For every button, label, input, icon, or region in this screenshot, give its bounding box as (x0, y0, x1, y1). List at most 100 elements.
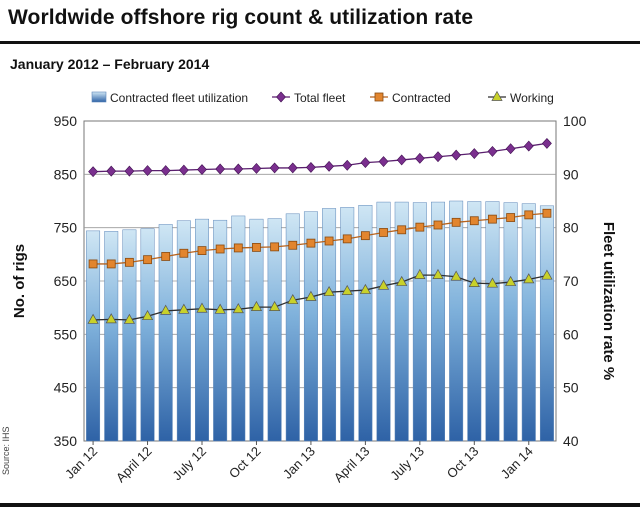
triangle-marker (523, 273, 535, 284)
triangle-marker (287, 293, 299, 305)
y-left-tick-label: 750 (54, 220, 78, 236)
utilization-bar (358, 205, 373, 442)
triangle-marker (196, 302, 208, 313)
diamond-marker (306, 161, 316, 173)
utilization-bar (176, 220, 191, 442)
utilization-bar (122, 229, 137, 442)
utilization-bar (376, 201, 391, 442)
square-marker (124, 257, 134, 267)
diamond-marker (233, 163, 244, 175)
utilization-bar (322, 208, 337, 442)
utilization-bar (104, 231, 119, 442)
triangle-marker (541, 269, 553, 280)
y-right-tick-label: 50 (563, 380, 579, 396)
square-marker (469, 216, 479, 226)
triangle-marker (305, 290, 317, 301)
legend-label: Contracted fleet utilization (110, 91, 248, 105)
triangle-marker (505, 275, 517, 286)
chart-title: Worldwide offshore rig count & utilizati… (8, 6, 474, 29)
diamond-marker (269, 162, 280, 174)
legend-marker-triangle (491, 90, 503, 101)
x-tick-label: April 12 (113, 444, 155, 486)
utilization-bar (431, 201, 445, 442)
x-tick-label: Jan 14 (498, 444, 536, 482)
triangle-marker (269, 300, 281, 311)
diamond-marker (505, 143, 516, 155)
x-tick-label: July 12 (169, 444, 209, 484)
square-marker (179, 248, 189, 258)
triangle-marker (141, 309, 154, 321)
square-marker (342, 234, 352, 244)
triangle-marker (214, 303, 226, 314)
utilization-bar (503, 202, 518, 442)
utilization-bar (449, 200, 464, 442)
triangle-marker (359, 283, 371, 294)
y-right-tick-label: 70 (563, 273, 579, 289)
diamond-marker (197, 164, 207, 175)
square-marker (397, 225, 407, 235)
triangle-marker (450, 270, 462, 281)
square-marker (415, 222, 425, 232)
utilization-bar (158, 224, 173, 442)
legend-label: Total fleet (294, 91, 346, 105)
triangle-marker (250, 300, 263, 311)
triangle-marker (105, 313, 117, 324)
y-right-axis-title: Fleet utilization rate % (600, 222, 617, 380)
triangle-marker (123, 313, 135, 324)
square-marker (451, 217, 461, 227)
square-marker (197, 246, 207, 256)
utilization-bar (467, 201, 482, 442)
utilization-bar (267, 218, 282, 442)
utilization-bar (412, 202, 427, 442)
y-right-tick-label: 40 (563, 433, 579, 449)
x-tick-label: Jan 13 (280, 444, 318, 482)
triangle-marker (87, 313, 99, 324)
diamond-marker (433, 151, 443, 163)
utilization-bar (285, 213, 300, 442)
triangle-marker (396, 275, 408, 286)
bottom-rule (0, 503, 640, 507)
utilization-bar (394, 201, 409, 442)
diamond-marker (142, 165, 153, 177)
chart-subtitle: January 2012 – February 2014 (10, 56, 210, 72)
diamond-marker (542, 137, 552, 149)
diamond-marker (324, 160, 334, 172)
triangle-marker (468, 276, 480, 287)
y-left-tick-label: 850 (54, 166, 78, 182)
square-marker (106, 259, 116, 269)
y-right-tick-label: 60 (563, 326, 579, 342)
diamond-marker (378, 156, 389, 167)
x-tick-label: Oct 13 (444, 444, 482, 482)
diamond-marker (287, 162, 298, 174)
triangle-marker (160, 304, 172, 315)
legend-marker-diamond (276, 91, 286, 103)
diamond-marker (178, 164, 189, 176)
triangle-marker (377, 279, 390, 290)
diamond-marker (487, 145, 498, 157)
title-rule (0, 41, 640, 44)
diamond-marker (106, 165, 117, 177)
square-marker (88, 259, 98, 269)
square-marker (288, 240, 298, 250)
square-marker (161, 252, 171, 261)
square-marker (506, 213, 516, 222)
utilization-bar (521, 203, 536, 442)
x-tick-label: July 13 (387, 444, 427, 484)
y-left-axis-title: No. of rigs (11, 244, 28, 318)
diamond-marker (523, 140, 534, 152)
y-left-tick-label: 450 (54, 380, 78, 396)
diamond-marker (451, 149, 462, 161)
y-left-tick-label: 350 (54, 433, 78, 449)
diamond-marker (215, 163, 226, 175)
square-marker (215, 244, 225, 254)
y-left-tick-label: 550 (54, 326, 78, 342)
legend-swatch-bars (91, 91, 107, 103)
square-marker (252, 242, 261, 252)
y-left-tick-label: 650 (54, 273, 78, 289)
utilization-bar (340, 207, 355, 442)
square-marker (270, 242, 280, 252)
triangle-marker (414, 268, 426, 279)
square-marker (524, 210, 534, 220)
square-marker (233, 243, 243, 253)
diamond-marker (88, 166, 98, 178)
